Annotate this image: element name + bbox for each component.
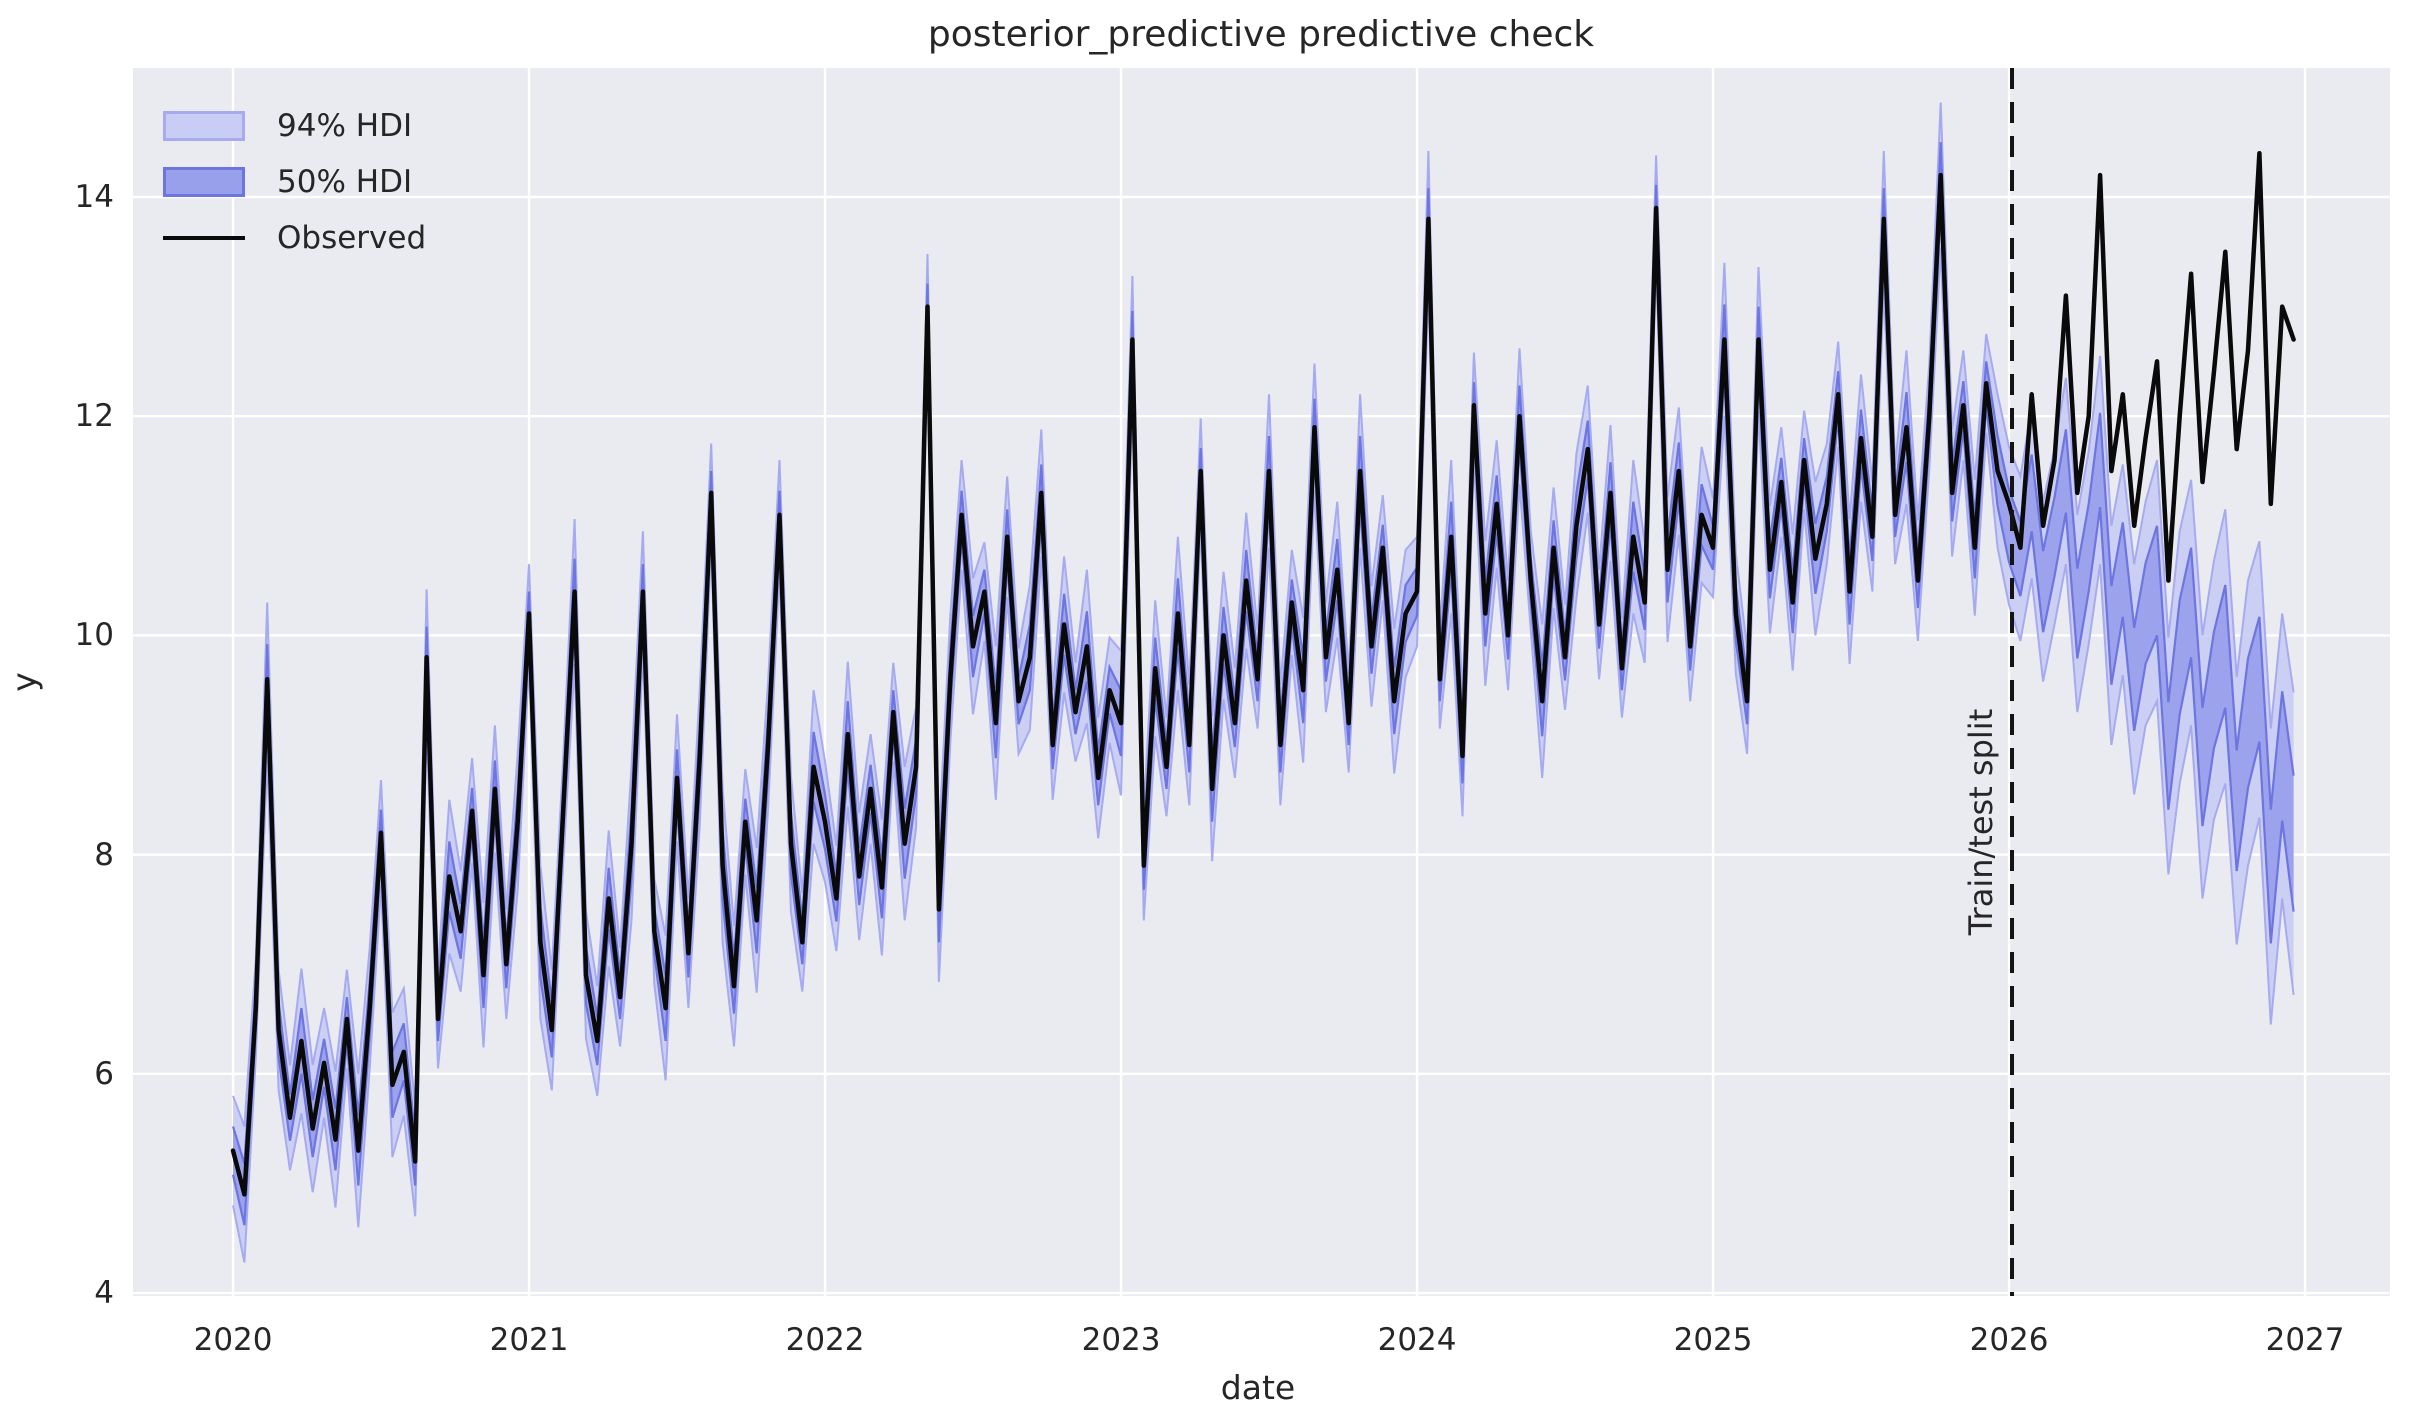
x-tick-label: 2025 (1673, 1322, 1753, 1358)
x-tick-label: 2024 (1377, 1322, 1457, 1358)
y-tick-label: 12 (74, 398, 114, 435)
observed-line-icon (163, 236, 245, 240)
x-axis-label: date (1220, 1368, 1296, 1407)
y-tick-label: 10 (74, 617, 114, 654)
legend-label-hdi94: 94% HDI (277, 108, 413, 144)
legend-item-hdi50: 50% HDI (163, 162, 412, 202)
y-tick-label: 6 (94, 1055, 114, 1092)
hdi94-swatch-icon (163, 111, 245, 141)
hdi50-band (233, 142, 2294, 1226)
hdi50-swatch-icon (163, 167, 245, 197)
x-tick-label: 2023 (1081, 1322, 1161, 1358)
x-tick-label: 2021 (489, 1322, 569, 1358)
x-tick-label: 2026 (1969, 1322, 2049, 1358)
chart-canvas (133, 68, 2390, 1296)
y-axis-label: y (4, 672, 44, 692)
y-tick-label: 4 (94, 1275, 114, 1312)
x-tick-label: 2022 (785, 1322, 865, 1358)
hdi94-upper-edge (232, 102, 2295, 1127)
legend-item-observed: Observed (163, 218, 426, 258)
plot-title: posterior_predictive predictive check (927, 14, 1595, 55)
y-tick-label: 14 (74, 179, 114, 215)
observed-line (230, 150, 2296, 1197)
x-tick-label: 2020 (193, 1322, 273, 1358)
legend-label-hdi50: 50% HDI (277, 164, 413, 200)
legend-label-observed: Observed (277, 220, 427, 256)
legend-item-hdi94: 94% HDI (163, 106, 412, 146)
train-test-split-label: Train/test split (1962, 708, 2000, 936)
hdi94-band (233, 102, 2294, 1263)
plot-area: 94% HDI 50% HDI Observed (133, 68, 2390, 1296)
x-tick-label: 2027 (2265, 1322, 2345, 1358)
y-tick-label: 8 (94, 836, 114, 873)
